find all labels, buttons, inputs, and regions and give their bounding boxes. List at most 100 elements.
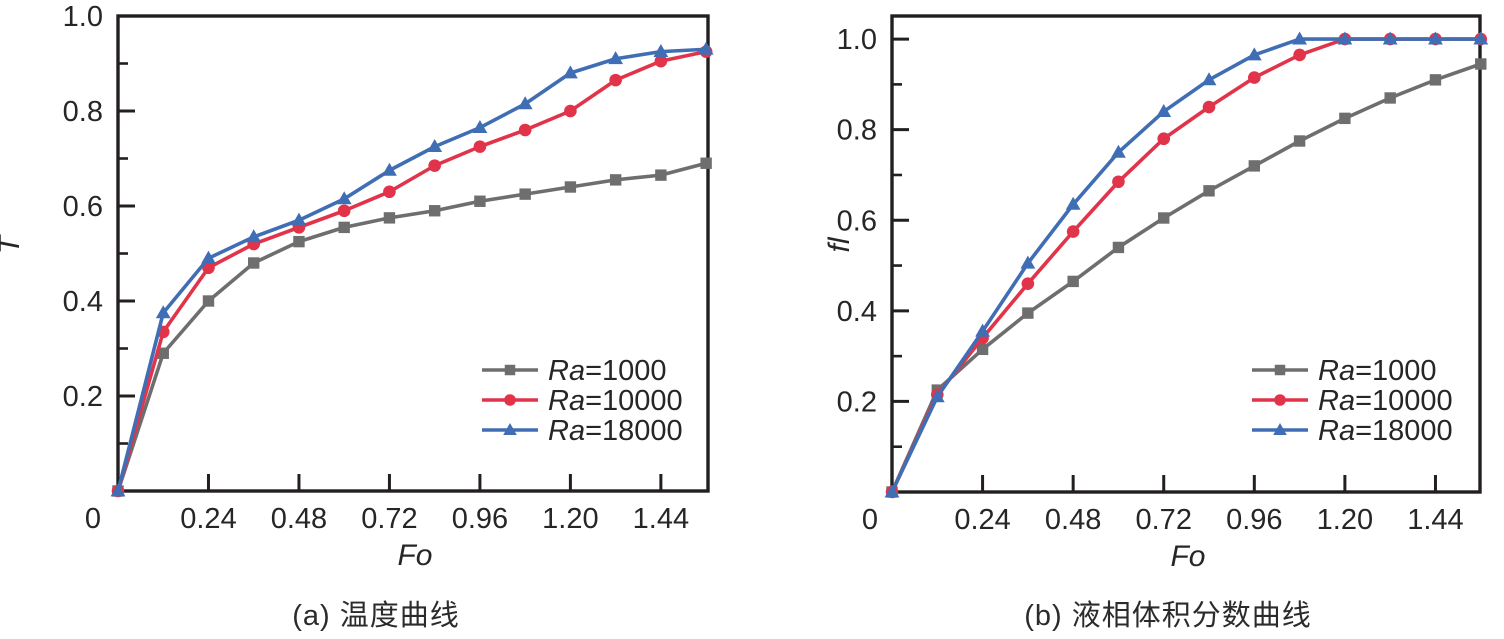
x-axis-title: Fo [1170, 540, 1205, 573]
series-ra-1000 [112, 157, 712, 497]
series-marker-triangle [291, 212, 307, 226]
y-tick-label: 0.6 [837, 205, 877, 237]
series-line-ra-10000 [116, 49, 708, 493]
series-marker-square [519, 188, 531, 200]
x-tick-label: 0.96 [452, 503, 508, 535]
series-marker-square [1293, 135, 1306, 147]
series-marker-triangle [1065, 196, 1081, 210]
legend-item-1: Ra=10000 [482, 385, 683, 417]
series-marker-circle [654, 54, 668, 68]
series-marker-square [157, 347, 169, 359]
series-marker-triangle [1246, 47, 1262, 61]
series-marker-triangle [201, 250, 216, 264]
series-marker-triangle [1382, 31, 1398, 45]
x-tick-label: 0.48 [1045, 504, 1101, 536]
y-axis-title: T [0, 233, 26, 254]
y-tick-label: 0.8 [63, 96, 103, 128]
series-marker-triangle [1292, 31, 1307, 45]
legend-item-2: Ra=18000 [482, 415, 683, 447]
series-marker-square [202, 295, 215, 307]
series-marker-circle [1157, 132, 1171, 146]
series-marker-triangle [1473, 31, 1489, 45]
series-ra-18000 [110, 41, 714, 497]
series-marker-circle [473, 140, 487, 153]
x-axis-ticks: 0 0.24 0.48 0.72 0.96 1.20 1.44 [862, 475, 1464, 536]
series-marker-triangle [503, 423, 517, 435]
series-marker-square [1158, 212, 1170, 224]
x-axis-ticks: 0 0.24 0.48 0.72 0.96 1.20 1.44 [85, 474, 689, 535]
series-marker-circle [1112, 175, 1125, 189]
series-marker-square [1475, 58, 1487, 70]
series-marker-triangle [1273, 423, 1287, 435]
series-marker-triangle [246, 229, 262, 243]
series-marker-triangle [110, 483, 126, 497]
series-marker-triangle [608, 51, 624, 65]
x-tick-label: 0.48 [271, 503, 327, 535]
y-axis-ticks: 0.2 0.4 0.6 0.8 1.0 [837, 24, 909, 449]
legend-label: Ra=1000 [1318, 355, 1437, 387]
x-tick-label: 1.20 [542, 503, 598, 535]
series-marker-square [428, 205, 441, 217]
x-tick-label: 0 [85, 503, 101, 535]
y-tick-label: 0.2 [63, 381, 103, 413]
series-marker-triangle [653, 44, 669, 58]
legend-label: Ra=18000 [1318, 415, 1453, 447]
series-marker-triangle [1020, 255, 1036, 269]
plot-frame [890, 14, 1482, 494]
series-line-ra-1000 [890, 62, 1483, 494]
series-marker-square [609, 174, 622, 186]
series-marker-triangle [884, 484, 900, 498]
x-tick-label: 0 [862, 504, 878, 536]
x-tick-label: 1.44 [1407, 504, 1463, 536]
series-line-ra-18000 [116, 47, 708, 493]
series-marker-square [1022, 307, 1034, 319]
series-marker-triangle [1201, 72, 1217, 86]
legend-item-1: Ra=10000 [1252, 385, 1453, 417]
series-marker-square [655, 169, 667, 181]
series-marker-circle [1021, 277, 1035, 290]
series-marker-square [504, 364, 516, 376]
series-marker-triangle [1428, 31, 1443, 45]
series-marker-triangle [382, 162, 397, 176]
legend-label: Ra=1000 [548, 355, 667, 387]
legend-item-2: Ra=18000 [1252, 415, 1453, 447]
series-marker-triangle [1156, 103, 1172, 117]
series-marker-circle [337, 204, 351, 218]
series-marker-circle [1293, 48, 1306, 62]
series-marker-square [700, 157, 712, 169]
legend-item-0: Ra=1000 [1252, 355, 1437, 387]
y-tick-label: 0.6 [63, 191, 103, 223]
series-marker-circle [1066, 225, 1080, 238]
series-marker-square [1339, 112, 1351, 125]
y-axis-ticks: 0.2 0.4 0.6 0.8 1.0 [63, 1, 135, 445]
series-marker-circle [1274, 394, 1286, 406]
series-marker-circle [1202, 100, 1216, 114]
series-marker-square [1203, 185, 1215, 197]
series-marker-triangle [1337, 31, 1353, 45]
series-marker-triangle [427, 139, 443, 153]
series-marker-square [383, 212, 396, 224]
series-marker-square [338, 221, 350, 234]
series-ra-18000 [884, 31, 1489, 498]
x-axis-title: Fo [397, 539, 432, 572]
series-marker-square [248, 257, 260, 269]
x-tick-label: 0.72 [1136, 504, 1192, 536]
series-line-ra-18000 [890, 37, 1483, 494]
series-marker-square [976, 343, 989, 356]
series-marker-circle [564, 104, 577, 118]
x-tick-label: 0.24 [954, 504, 1010, 536]
series-marker-circle [1248, 71, 1261, 84]
series-marker-triangle [929, 389, 945, 403]
y-tick-label: 0.4 [837, 296, 877, 328]
series-ra-10000 [111, 45, 713, 498]
series-marker-circle [518, 123, 532, 137]
y-tick-label: 0.4 [63, 286, 103, 318]
series-marker-triangle [562, 65, 578, 79]
series-marker-square [564, 181, 577, 193]
series-marker-triangle [1111, 144, 1126, 158]
series-marker-triangle [517, 96, 533, 110]
